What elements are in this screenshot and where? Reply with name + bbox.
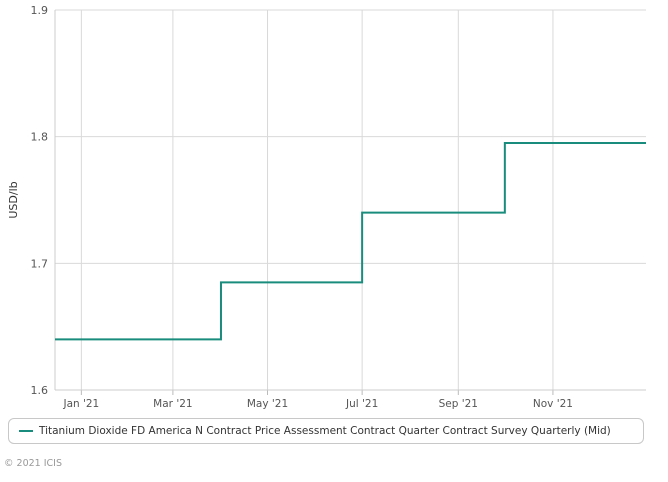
x-tick-label: Sep '21	[439, 398, 478, 410]
series	[55, 142, 646, 341]
x-tick-label: Jul '21	[345, 398, 378, 410]
legend-swatch	[19, 430, 33, 432]
grid	[55, 9, 646, 391]
x-tick-label: Jan '21	[62, 398, 99, 410]
y-tick-label: 1.8	[31, 131, 49, 144]
series-line	[55, 142, 646, 341]
x-tick-label: Nov '21	[533, 398, 573, 410]
y-tick-label: 1.9	[31, 4, 49, 17]
y-tick-label: 1.7	[31, 257, 49, 270]
x-tick-label: May '21	[247, 398, 288, 410]
y-axis-title: USD/lb	[7, 181, 20, 218]
credits[interactable]: © 2021 ICIS	[4, 458, 62, 469]
axes: 1.6 1.7 1.8 1.9 Jan '21 Mar '21 May '21 Jul '21…	[31, 4, 646, 410]
y-tick-label: 1.6	[31, 384, 49, 397]
legend[interactable]: Titanium Dioxide FD America N Contract P…	[8, 418, 644, 444]
x-tick-label: Mar '21	[153, 398, 192, 410]
legend-label: Titanium Dioxide FD America N Contract P…	[39, 425, 611, 437]
